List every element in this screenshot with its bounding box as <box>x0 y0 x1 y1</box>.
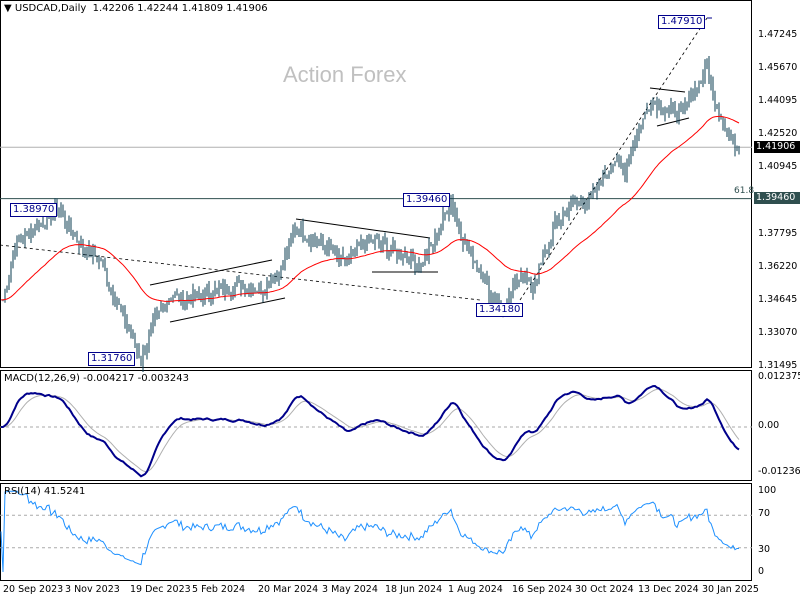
channel-upper-line <box>149 259 273 286</box>
high-value: 1.42244 <box>137 3 179 14</box>
dashed-trendline <box>0 244 481 301</box>
price-axis-label: 1.36220 <box>758 260 798 272</box>
rsi-axis-label: 70 <box>758 508 771 519</box>
rsi-line <box>0 490 739 573</box>
price-axis-label: 1.31495 <box>758 360 798 371</box>
rsi-axis-label: 30 <box>758 544 771 555</box>
channel-lower-line <box>169 297 286 323</box>
date-axis-label: 1 Aug 2024 <box>448 584 503 595</box>
moving-average-line <box>1 115 740 302</box>
wedge-upper-line <box>649 87 686 93</box>
price-annotation: 1.38970 <box>10 203 58 217</box>
wedge-lower-line <box>656 117 690 127</box>
price-axis-label: 1.42520 <box>758 128 798 140</box>
data-layer <box>0 55 752 573</box>
date-axis-label: 20 Sep 2023 <box>3 584 64 595</box>
trendlines <box>0 17 712 323</box>
triangle-upper-line <box>295 218 431 239</box>
fib-label: 61.8 <box>734 186 755 196</box>
price-axis-label: 1.37795 <box>758 227 798 239</box>
macd-signal-line <box>1 388 740 472</box>
rsi-panel-frame <box>0 483 752 581</box>
macd-axis-label: -0.012367 <box>758 466 800 477</box>
close-value: 1.41906 <box>226 3 268 14</box>
date-axis-label: 16 Sep 2024 <box>512 584 573 595</box>
date-axis-label: 30 Jan 2025 <box>702 584 759 595</box>
price-axis-label: 1.47245 <box>758 28 798 40</box>
chart-header: ▼ USDCAD,Daily 1.42206 1.42244 1.41809 1… <box>4 3 268 14</box>
price-annotation: 1.39460 <box>403 193 451 207</box>
current-price-tag: 1.41906 <box>754 141 800 153</box>
date-axis-label: 19 Dec 2023 <box>130 584 191 595</box>
price-annotation: 1.47910 <box>658 15 706 29</box>
price-axis-label: 1.33070 <box>758 326 798 338</box>
date-axis-label: 20 Mar 2024 <box>258 584 319 595</box>
price-axis-label: 1.40945 <box>758 161 798 173</box>
macd-main-line <box>1 384 740 478</box>
date-axis-label: 18 Jun 2024 <box>385 584 443 595</box>
rsi-axis-label: 0 <box>758 566 765 577</box>
level-price-tag: 1.39460 <box>754 192 800 204</box>
date-axis-label: 5 Feb 2024 <box>192 584 246 595</box>
price-axis-label: 1.34645 <box>758 293 798 305</box>
macd-axis-label: 0.00 <box>758 420 780 431</box>
date-axis-label: 13 Dec 2024 <box>638 584 699 595</box>
collapse-triangle-icon[interactable]: ▼ <box>4 3 12 14</box>
price-axis-label: 1.45670 <box>758 62 798 74</box>
date-axis-label: 3 Nov 2023 <box>65 584 120 595</box>
main-panel-frame <box>0 0 752 368</box>
macd-label: MACD(12,26,9) -0.004217 -0.003243 <box>4 373 189 384</box>
price-axis-label: 1.44095 <box>758 95 798 107</box>
macd-axis-label: 0.012375 <box>758 371 800 382</box>
dashed-trendline <box>519 17 708 301</box>
price-annotation: 1.31760 <box>88 352 136 366</box>
watermark: Action Forex <box>283 62 407 87</box>
rsi-label: RSI(14) 41.5241 <box>4 486 86 497</box>
price-annotation: 1.34180 <box>476 303 524 317</box>
date-axis-label: 30 Oct 2024 <box>575 584 634 595</box>
rsi-axis-label: 100 <box>758 485 777 496</box>
macd-panel-frame <box>0 370 752 481</box>
date-axis-label: 3 May 2024 <box>322 584 378 595</box>
low-value: 1.41809 <box>181 3 224 14</box>
open-value: 1.42206 <box>92 3 134 14</box>
symbol-label: USDCAD,Daily <box>14 3 87 14</box>
